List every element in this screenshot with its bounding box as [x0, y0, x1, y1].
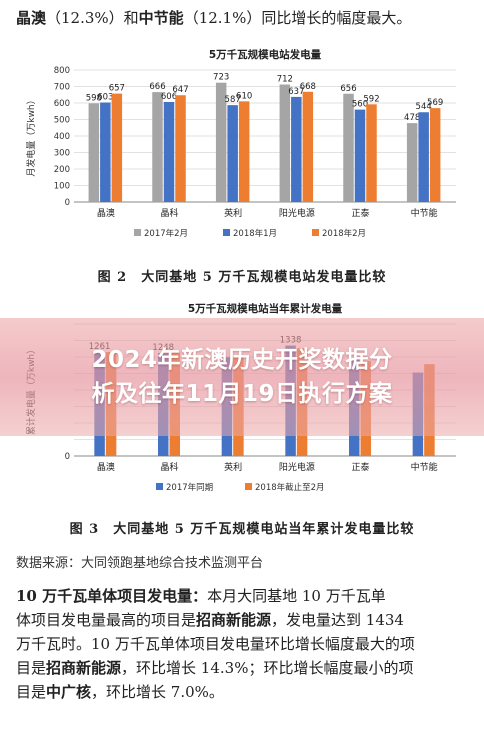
bottom-paragraph: 10 万千瓦单体项目发电量：本月大同基地 10 万千瓦单 体项目发电量最高的项目… — [16, 587, 415, 701]
y-tick-label: 800 — [54, 66, 70, 76]
overlay-banner: 2024年新澳历史开奖数据分 析及往年11月19日执行方案 — [0, 318, 484, 436]
highlight-zhaoshang-2: 招商新能源 — [46, 659, 122, 677]
data-label: 544 — [416, 102, 432, 112]
y-tick-label: 0 — [65, 452, 70, 462]
x-tick-label: 阳光电源 — [279, 461, 315, 473]
highlight-jingao: 晶澳 — [16, 9, 47, 27]
bar — [152, 92, 163, 202]
x-tick-label: 晶科 — [160, 207, 178, 219]
bar — [354, 109, 366, 202]
y-tick-label: 400 — [54, 132, 70, 142]
y-tick-label: 200 — [54, 165, 70, 175]
highlight-zhongguanghe: 中广核 — [46, 683, 92, 701]
chart-title: 5万千瓦规模电站当年累计发电量 — [188, 302, 343, 315]
legend-label: 2018年1月 — [233, 228, 277, 239]
data-label: 666 — [149, 82, 165, 92]
bar — [227, 105, 238, 202]
data-label: 647 — [172, 85, 188, 95]
data-label: 637 — [288, 87, 304, 97]
x-tick-label: 中节能 — [411, 207, 438, 219]
y-axis-label: 月发电量（万kwh） — [25, 95, 37, 176]
x-tick-label: 晶澳 — [97, 461, 115, 473]
data-label: 712 — [277, 75, 293, 85]
data-label: 606 — [161, 92, 177, 102]
data-source: 数据来源：大同领跑基地综合技术监测平台 — [16, 556, 264, 571]
x-tick-label: 阳光电源 — [279, 207, 315, 219]
data-label: 610 — [236, 91, 252, 101]
y-tick-label: 300 — [54, 149, 70, 159]
data-label: 587 — [225, 95, 241, 105]
y-tick-label: 0 — [65, 198, 70, 208]
legend-label: 2017年同期 — [166, 482, 213, 493]
figure-2-caption: 图 2 大同基地 5 万千瓦规模电站发电量比较 — [97, 270, 387, 285]
x-tick-label: 英利 — [224, 207, 242, 219]
y-tick-label: 100 — [54, 182, 70, 192]
x-tick-label: 晶科 — [160, 461, 178, 473]
legend-swatch — [245, 483, 252, 490]
bar — [88, 103, 100, 202]
bar — [406, 123, 418, 202]
heading-100mw: 10 万千瓦单体项目发电量： — [16, 587, 208, 605]
x-tick-label: 正泰 — [351, 461, 369, 473]
x-tick-label: 晶澳 — [97, 207, 115, 219]
legend-swatch — [156, 483, 163, 490]
x-tick-label: 中节能 — [411, 461, 438, 473]
chart-title: 5万千瓦规模电站发电量 — [209, 48, 322, 61]
bar — [175, 95, 186, 202]
legend-label: 2018年2月 — [322, 228, 366, 239]
bar — [429, 108, 441, 202]
bar — [302, 91, 314, 202]
data-label: 723 — [213, 73, 229, 83]
bar — [279, 84, 291, 202]
legend-label: 2017年2月 — [144, 228, 188, 239]
bar — [343, 93, 354, 202]
bar — [418, 112, 429, 202]
highlight-zhongjieneng: 中节能 — [138, 9, 184, 27]
legend-swatch — [134, 229, 141, 236]
data-label: 657 — [109, 84, 125, 94]
bar — [291, 96, 302, 202]
figure-3-caption: 图 3 大同基地 5 万千瓦规模电站当年累计发电量比较 — [69, 522, 415, 537]
y-tick-label: 500 — [54, 116, 70, 126]
top-paragraph: 晶澳（12.3%）和中节能（12.1%）同比增长的幅度最大。 — [16, 9, 412, 27]
banner-line-1: 2024年新澳历史开奖数据分 — [91, 347, 393, 373]
bar — [366, 104, 377, 202]
x-tick-label: 英利 — [224, 461, 242, 473]
bar — [163, 102, 175, 202]
data-label: 668 — [300, 82, 316, 92]
y-tick-label: 700 — [54, 83, 70, 93]
bar — [215, 82, 227, 202]
banner-line-2: 析及往年11月19日执行方案 — [91, 381, 393, 407]
data-label: 592 — [363, 94, 379, 104]
highlight-zhaoshang-1: 招商新能源 — [196, 611, 272, 629]
x-tick-label: 正泰 — [351, 207, 369, 219]
bar — [238, 101, 250, 202]
data-label: 560 — [352, 100, 368, 110]
data-label: 569 — [427, 98, 443, 108]
data-label: 478 — [404, 113, 420, 123]
bar — [111, 93, 123, 202]
legend-label: 2018年截止至2月 — [255, 482, 325, 493]
legend-swatch — [223, 229, 230, 236]
chart-monthly-generation: 5万千瓦规模电站发电量月发电量（万kwh） 0 100 200 300 400 500 600… — [16, 44, 468, 254]
y-tick-label: 600 — [54, 99, 70, 109]
data-label: 656 — [340, 84, 356, 94]
data-label: 603 — [97, 93, 113, 103]
data-label: 598 — [86, 93, 102, 103]
legend-swatch — [312, 229, 319, 236]
bar — [100, 102, 111, 202]
